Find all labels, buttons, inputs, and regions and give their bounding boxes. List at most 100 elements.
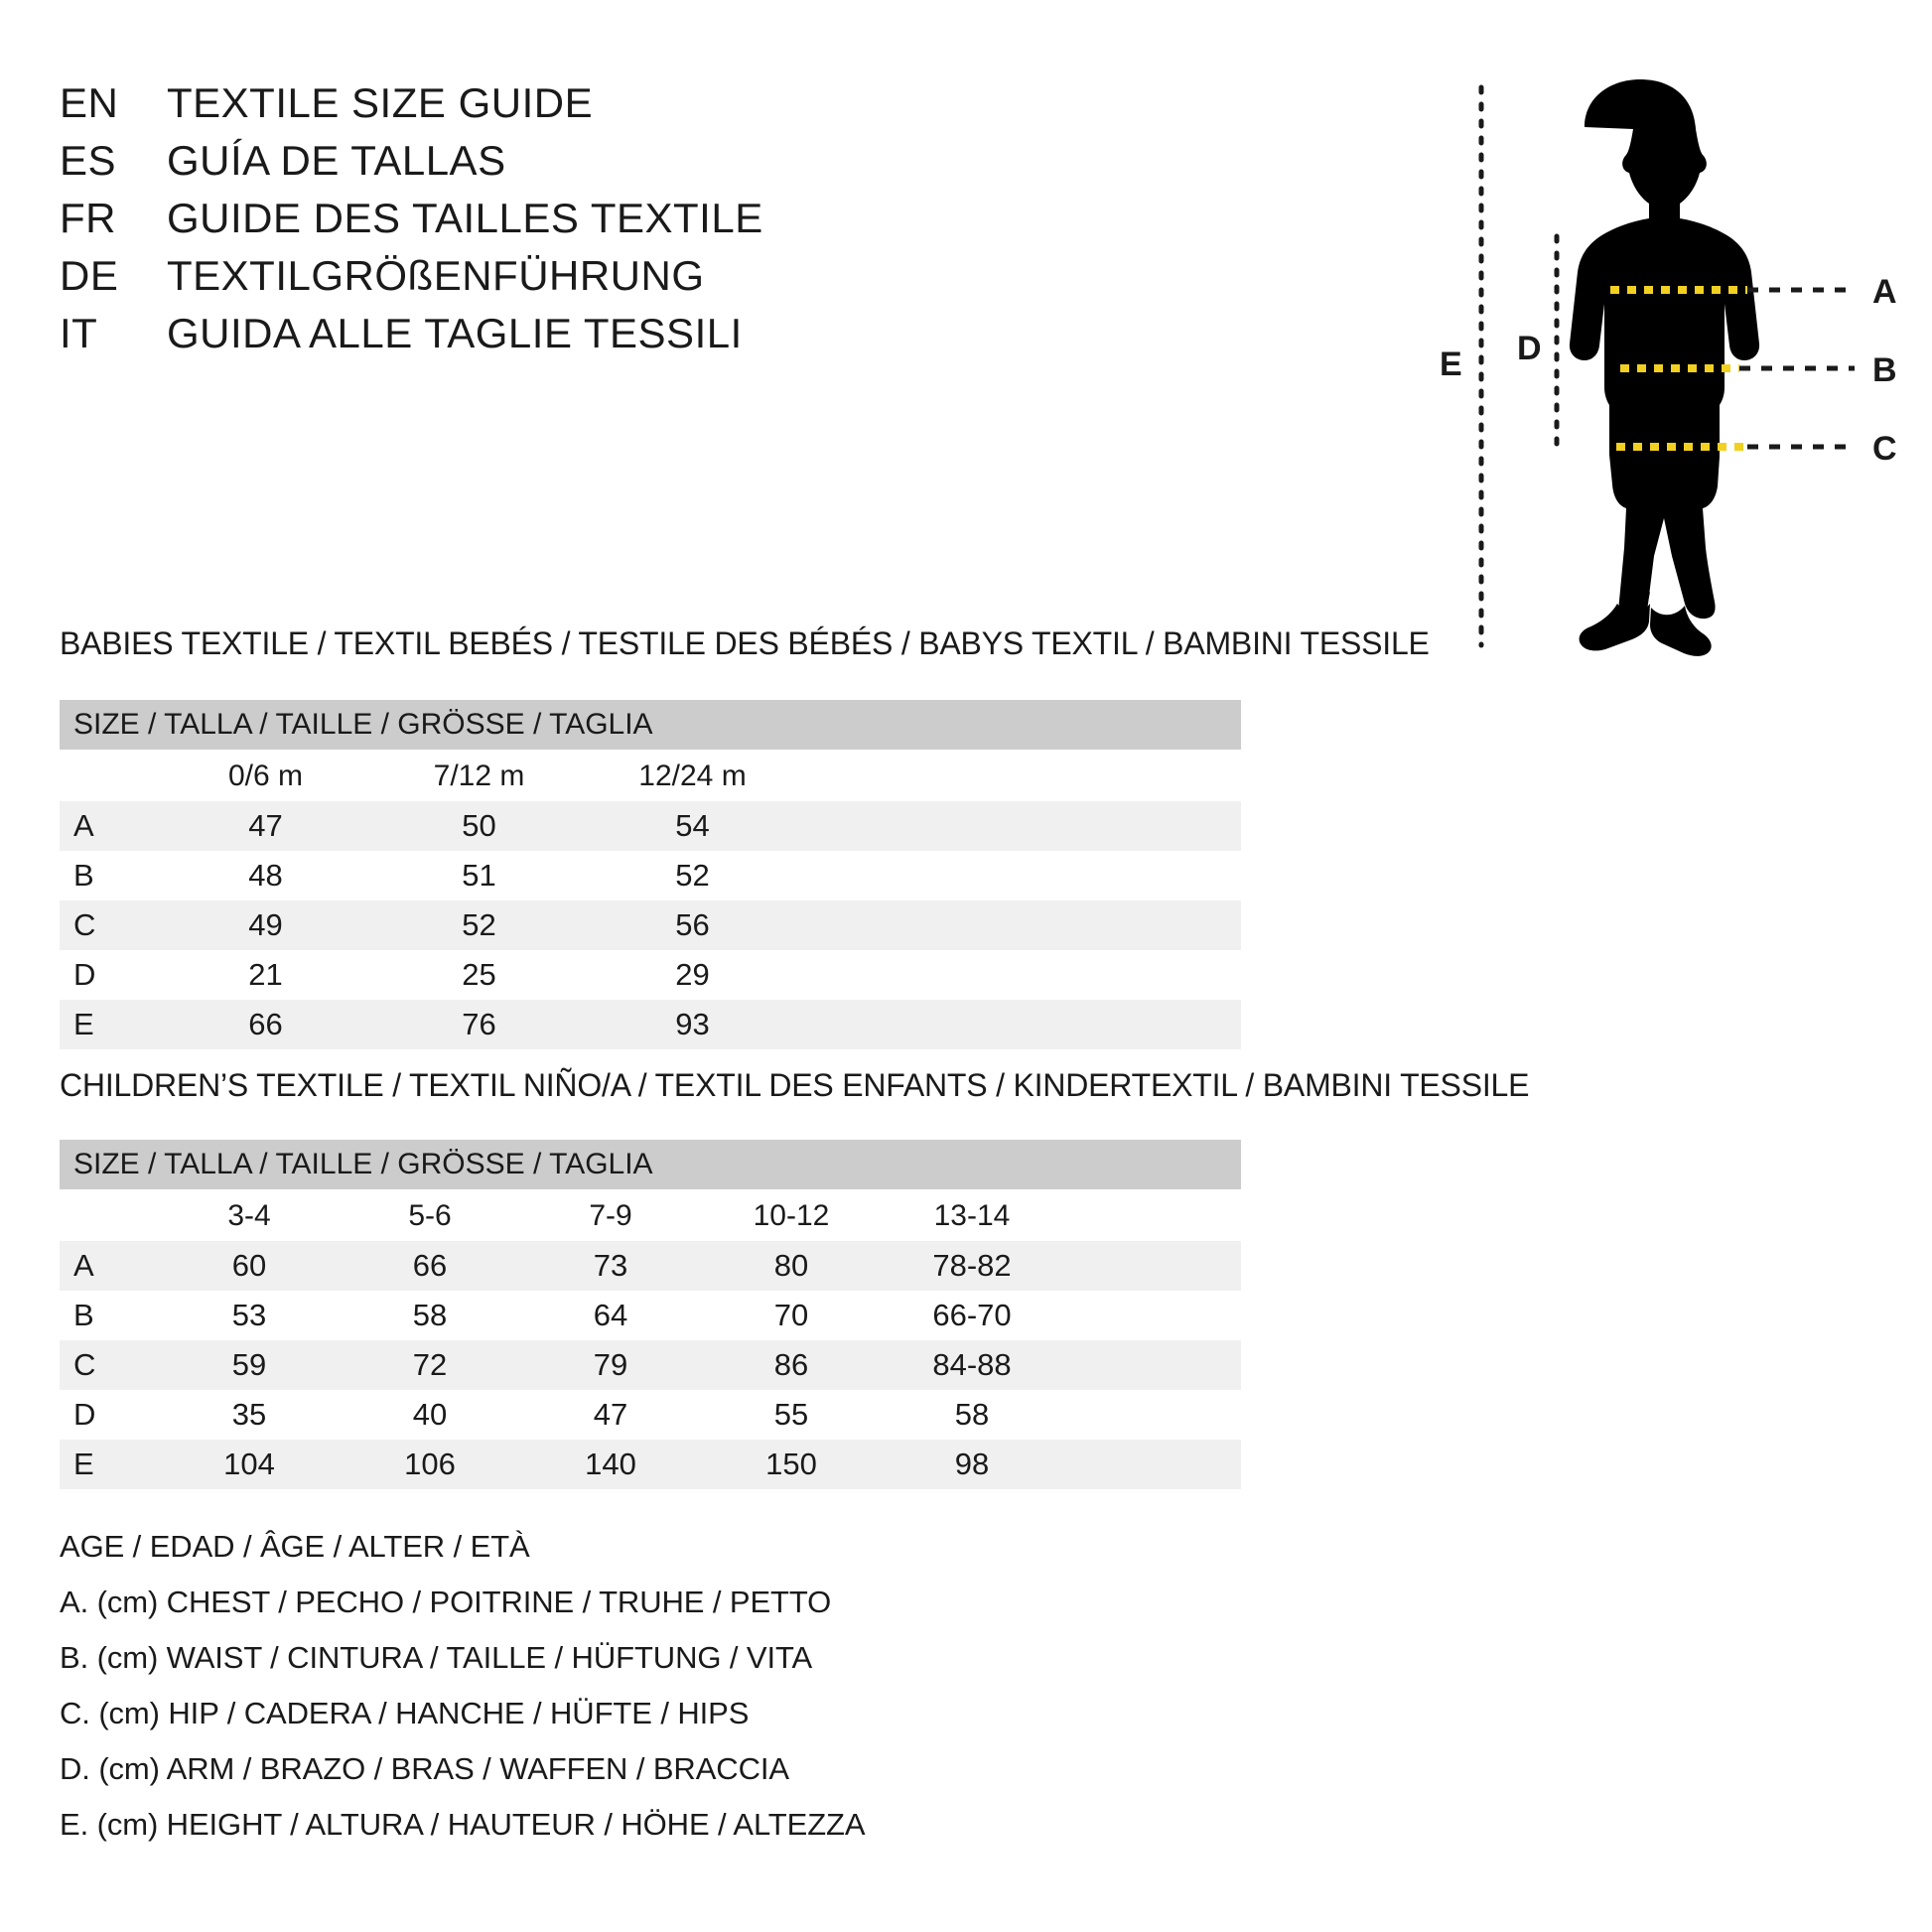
cell-spacer (1062, 1241, 1241, 1291)
table-row: A 47 50 54 (60, 801, 1241, 851)
cell-value: 79 (520, 1340, 701, 1390)
row-label: B (60, 1291, 159, 1340)
table-row: E 66 76 93 (60, 1000, 1241, 1049)
babies-corner-cell (60, 750, 159, 801)
cell-value: 53 (159, 1291, 340, 1340)
cell-value: 48 (159, 851, 372, 900)
table-row: E 104 106 140 150 98 (60, 1440, 1241, 1489)
cell-value: 66 (340, 1241, 520, 1291)
cell-spacer (799, 801, 1241, 851)
cell-value: 86 (701, 1340, 882, 1390)
cell-value: 104 (159, 1440, 340, 1489)
children-size-table: SIZE / TALLA / TAILLE / GRÖSSE / TAGLIA … (60, 1140, 1241, 1489)
babies-size-table: SIZE / TALLA / TAILLE / GRÖSSE / TAGLIA … (60, 700, 1241, 1049)
language-code-en: EN (60, 79, 119, 126)
table-row: C 59 72 79 86 84-88 (60, 1340, 1241, 1390)
row-label: A (60, 801, 159, 851)
cell-spacer (799, 851, 1241, 900)
cell-value: 55 (701, 1390, 882, 1440)
cell-value: 70 (701, 1291, 882, 1340)
children-column-header: 3-4 (159, 1189, 340, 1241)
row-label: E (60, 1440, 159, 1489)
legend-line-height: E. (cm) HEIGHT / ALTURA / HAUTEUR / HÖHE… (60, 1807, 866, 1842)
cell-value: 64 (520, 1291, 701, 1340)
row-label: A (60, 1241, 159, 1291)
children-spacer-cell (1062, 1189, 1241, 1241)
figure-marker-b: B (1872, 351, 1897, 389)
cell-value: 40 (340, 1390, 520, 1440)
cell-value: 35 (159, 1390, 340, 1440)
cell-spacer (1062, 1291, 1241, 1340)
measurement-legend: AGE / EDAD / ÂGE / ALTER / ETÀ A. (cm) C… (60, 1529, 1152, 1863)
cell-value: 76 (372, 1000, 586, 1049)
table-row: B 53 58 64 70 66-70 (60, 1291, 1241, 1340)
language-title-de: TEXTILGRÖßENFÜHRUNG (167, 252, 705, 299)
babies-band-row: SIZE / TALLA / TAILLE / GRÖSSE / TAGLIA (60, 700, 1241, 750)
cell-value: 150 (701, 1440, 882, 1489)
cell-value: 54 (586, 801, 799, 851)
language-row-de: DE TEXTILGRÖßENFÜHRUNG (60, 252, 1251, 310)
table-row: D 35 40 47 55 58 (60, 1390, 1241, 1440)
babies-section-heading: BABIES TEXTILE / TEXTIL BEBÉS / TESTILE … (60, 625, 1430, 661)
legend-line-chest: A. (cm) CHEST / PECHO / POITRINE / TRUHE… (60, 1585, 832, 1619)
row-label: D (60, 950, 159, 1000)
cell-spacer (1062, 1340, 1241, 1390)
cell-value: 72 (340, 1340, 520, 1390)
cell-value: 59 (159, 1340, 340, 1390)
cell-value: 78-82 (882, 1241, 1062, 1291)
table-row: B 48 51 52 (60, 851, 1241, 900)
language-row-es: ES GUÍA DE TALLAS (60, 137, 1251, 195)
table-row: D 21 25 29 (60, 950, 1241, 1000)
cell-value: 47 (520, 1390, 701, 1440)
cell-value: 58 (882, 1390, 1062, 1440)
language-title-es: GUÍA DE TALLAS (167, 137, 506, 184)
cell-value: 49 (159, 900, 372, 950)
children-band-label: SIZE / TALLA / TAILLE / GRÖSSE / TAGLIA (60, 1140, 1241, 1189)
language-row-it: IT GUIDA ALLE TAGLIE TESSILI (60, 310, 1251, 367)
legend-line-arm: D. (cm) ARM / BRAZO / BRAS / WAFFEN / BR… (60, 1751, 789, 1786)
legend-line-age: AGE / EDAD / ÂGE / ALTER / ETÀ (60, 1529, 530, 1564)
measurement-figure: A B C D E (1390, 60, 1932, 675)
children-column-header: 13-14 (882, 1189, 1062, 1241)
row-label: D (60, 1390, 159, 1440)
babies-band-label: SIZE / TALLA / TAILLE / GRÖSSE / TAGLIA (60, 700, 1241, 750)
babies-column-header: 7/12 m (372, 750, 586, 801)
cell-value: 98 (882, 1440, 1062, 1489)
language-code-fr: FR (60, 195, 116, 241)
cell-value: 50 (372, 801, 586, 851)
child-silhouette-icon (1569, 79, 1760, 656)
children-column-header: 10-12 (701, 1189, 882, 1241)
children-columns-row: 3-4 5-6 7-9 10-12 13-14 (60, 1189, 1241, 1241)
cell-value: 47 (159, 801, 372, 851)
cell-value: 66-70 (882, 1291, 1062, 1340)
cell-spacer (1062, 1440, 1241, 1489)
language-code-it: IT (60, 310, 98, 356)
babies-column-header: 0/6 m (159, 750, 372, 801)
language-code-es: ES (60, 137, 117, 184)
children-column-header: 5-6 (340, 1189, 520, 1241)
cell-value: 80 (701, 1241, 882, 1291)
cell-value: 73 (520, 1241, 701, 1291)
legend-line-hip: C. (cm) HIP / CADERA / HANCHE / HÜFTE / … (60, 1696, 750, 1730)
language-row-fr: FR GUIDE DES TAILLES TEXTILE (60, 195, 1251, 252)
language-title-en: TEXTILE SIZE GUIDE (167, 79, 594, 126)
babies-columns-row: 0/6 m 7/12 m 12/24 m (60, 750, 1241, 801)
cell-value: 84-88 (882, 1340, 1062, 1390)
cell-value: 58 (340, 1291, 520, 1340)
cell-spacer (799, 900, 1241, 950)
cell-value: 106 (340, 1440, 520, 1489)
children-corner-cell (60, 1189, 159, 1241)
babies-column-header: 12/24 m (586, 750, 799, 801)
row-label: C (60, 1340, 159, 1390)
row-label: B (60, 851, 159, 900)
children-band-row: SIZE / TALLA / TAILLE / GRÖSSE / TAGLIA (60, 1140, 1241, 1189)
legend-line-waist: B. (cm) WAIST / CINTURA / TAILLE / HÜFTU… (60, 1640, 813, 1675)
cell-value: 60 (159, 1241, 340, 1291)
cell-spacer (799, 950, 1241, 1000)
table-row: C 49 52 56 (60, 900, 1241, 950)
cell-value: 21 (159, 950, 372, 1000)
babies-spacer-cell (799, 750, 1241, 801)
children-section-heading: CHILDREN’S TEXTILE / TEXTIL NIÑO/A / TEX… (60, 1067, 1530, 1103)
cell-value: 25 (372, 950, 586, 1000)
language-title-it: GUIDA ALLE TAGLIE TESSILI (167, 310, 743, 356)
